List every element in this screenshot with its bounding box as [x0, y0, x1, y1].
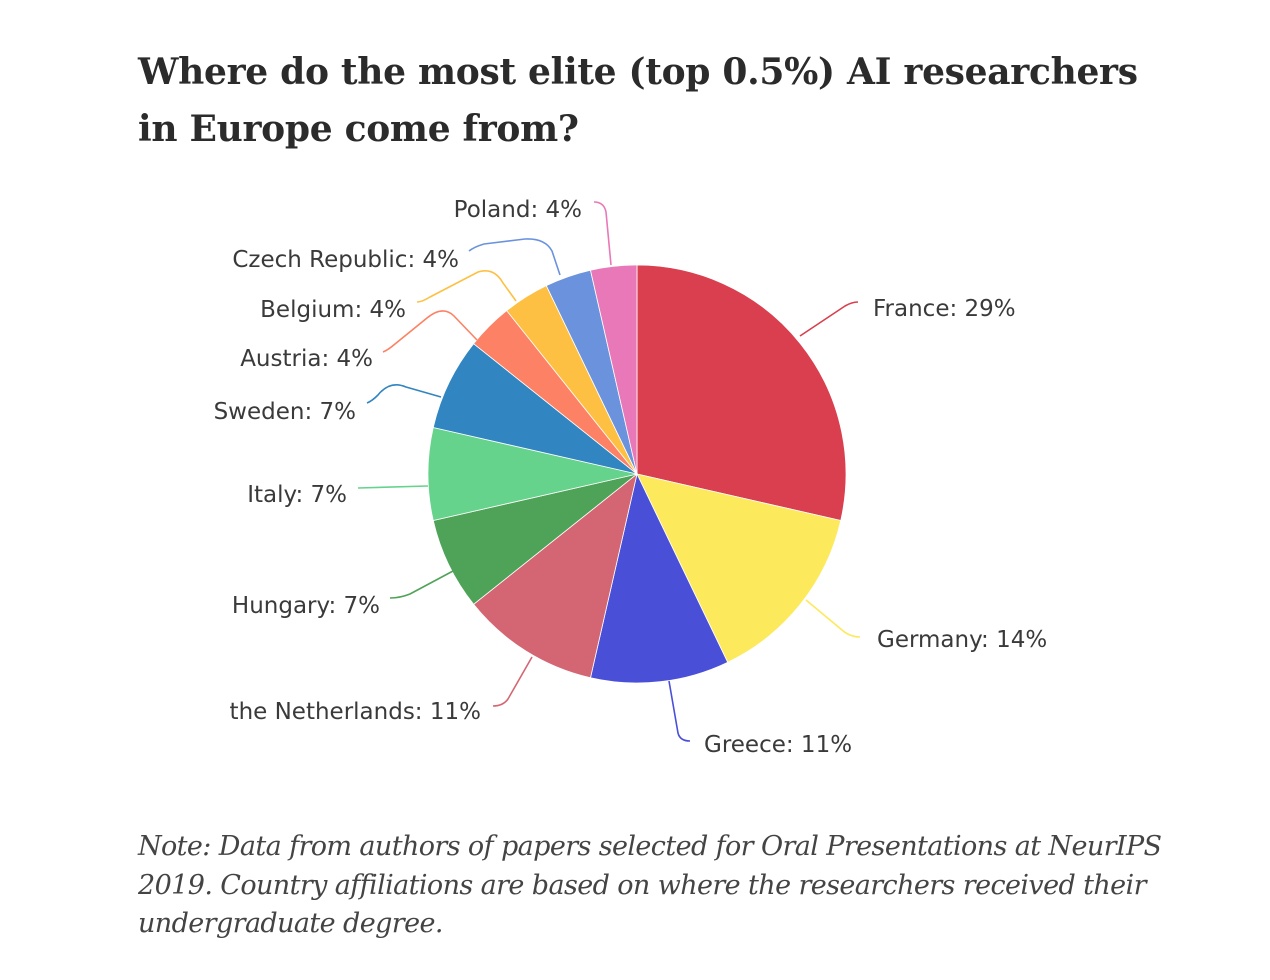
leader-line — [468, 238, 561, 276]
pie-slices — [427, 264, 847, 684]
slice-label: Czech Republic: 4% — [232, 247, 459, 273]
leader-line — [357, 485, 429, 489]
slice-label: the Netherlands: 11% — [230, 699, 481, 725]
slice-label: Austria: 4% — [240, 346, 373, 372]
leader-line — [382, 310, 478, 353]
leader-line — [805, 599, 861, 638]
chart-title: Where do the most elite (top 0.5%) AI re… — [138, 51, 1138, 150]
leader-line — [416, 270, 517, 303]
pie-slice-france — [636, 264, 847, 521]
leader-line — [389, 570, 454, 599]
slice-label: Italy: 7% — [247, 482, 347, 508]
pie-slice-greece — [590, 472, 729, 684]
slice-label: France: 29% — [873, 296, 1016, 322]
leader-line — [593, 201, 612, 266]
slice-label: Hungary: 7% — [232, 593, 380, 619]
pie-slice-poland — [590, 264, 638, 475]
chart-note: Note: Data from authors of papers select… — [138, 831, 1162, 939]
leader-line — [366, 384, 442, 404]
pie-slice-the-netherlands — [473, 472, 638, 679]
leader-line — [668, 680, 691, 742]
slice-label: Belgium: 4% — [260, 297, 406, 323]
leader-lines — [357, 201, 861, 742]
slice-label: Greece: 11% — [704, 732, 852, 758]
leader-line — [492, 656, 533, 707]
leader-line — [799, 301, 859, 337]
slice-label: Germany: 14% — [877, 627, 1047, 653]
slice-labels: France: 29% Germany: 14% Greece: 11% the Ne… — [214, 197, 1048, 758]
pie-slice-germany — [636, 473, 842, 663]
slice-label: Poland: 4% — [454, 197, 582, 223]
slice-label: Sweden: 7% — [214, 399, 356, 425]
